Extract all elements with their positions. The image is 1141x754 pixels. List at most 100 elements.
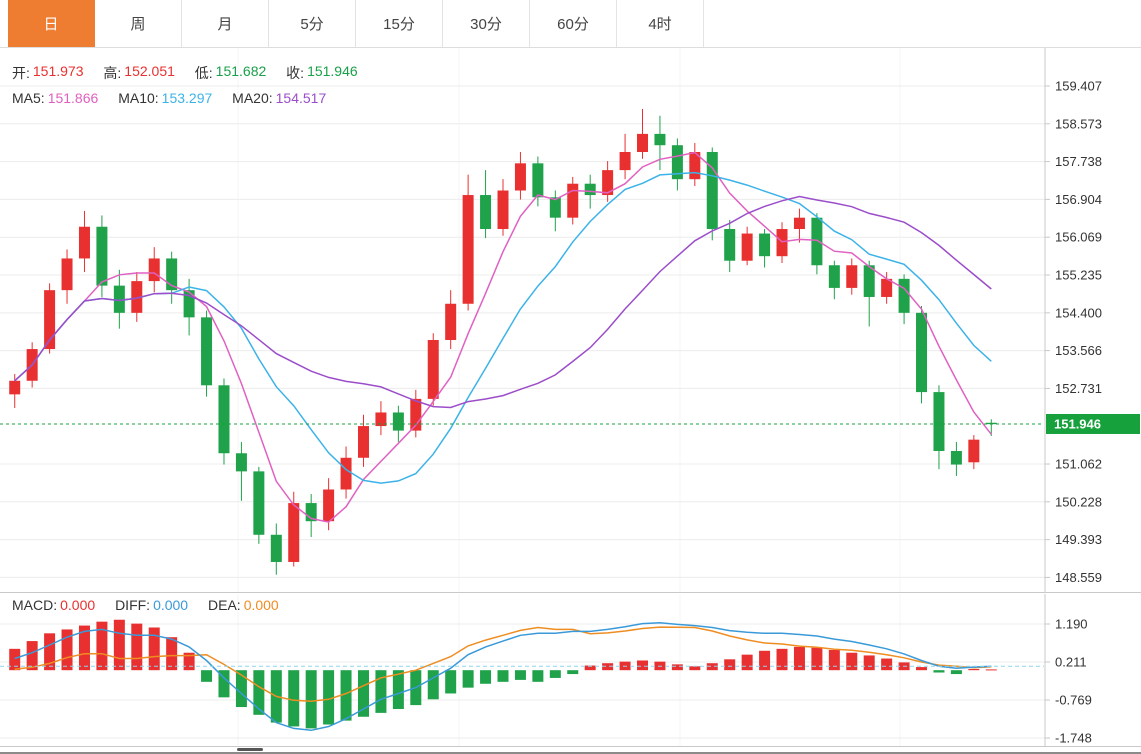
macd-hist-bar	[218, 670, 230, 698]
candle-body	[881, 278, 893, 297]
low-readout: 低: 151.682	[195, 63, 267, 83]
candle-body	[793, 217, 805, 230]
candle-body	[323, 489, 335, 522]
timeframe-tab-3[interactable]: 月	[182, 0, 269, 47]
macd-hist-bar	[131, 623, 143, 671]
candle-body	[253, 471, 265, 535]
candle-body	[375, 412, 387, 427]
macd-value: 0.000	[60, 597, 96, 613]
candle-body	[741, 233, 753, 261]
price-chart-area[interactable]: 159.407 158.573 157.738 156.904 156.069 155.2…	[0, 48, 1141, 592]
candle-body	[950, 450, 962, 465]
macd-hist-bar	[793, 646, 805, 671]
macd-hist-bar	[96, 621, 108, 671]
macd-hist-bar	[113, 619, 125, 671]
price-tick-label: 148.559	[1055, 570, 1102, 585]
macd-readout: MACD: 0.000 DIFF: 0.000 DEA: 0.000	[12, 597, 295, 613]
candle-body	[514, 163, 526, 191]
macd-hist-bar	[480, 670, 492, 684]
candle-body	[131, 281, 143, 313]
candle-body	[567, 183, 579, 218]
diff-line	[14, 622, 992, 732]
timeframe-tab-4[interactable]: 5分	[269, 0, 356, 47]
price-tick-label: 159.407	[1055, 79, 1102, 94]
macd-hist-bar	[445, 670, 457, 694]
candle-body	[985, 422, 997, 425]
macd-hist-bar	[689, 666, 701, 671]
price-tick-label: 156.904	[1055, 192, 1102, 207]
ohlc-readout: 开: 151.973 高: 152.051 低: 151.682 收: 151.…	[12, 63, 374, 83]
candle-body	[602, 170, 614, 196]
candle-body	[480, 195, 492, 230]
candle-body	[689, 152, 701, 180]
candle-body	[305, 503, 317, 522]
candle-body	[933, 392, 945, 451]
macd-hist-bar	[916, 667, 928, 671]
macd-hist-bar	[148, 627, 160, 671]
candle-body	[968, 439, 980, 463]
candle-body	[863, 265, 875, 297]
close-label: 收:	[286, 65, 305, 81]
macd-chart-area[interactable]: 1.190 0.211 -0.769 -1.748 MACD: 0.000 DIFF:…	[0, 594, 1141, 746]
candle-body	[235, 453, 247, 472]
macd-tick-label: -1.748	[1055, 731, 1092, 746]
macd-hist-bar	[811, 647, 823, 671]
price-chart[interactable]: 159.407 158.573 157.738 156.904 156.069 155.2…	[0, 48, 1141, 592]
macd-hist-bar	[462, 670, 474, 688]
timeframe-tab-8[interactable]: 4时	[617, 0, 704, 47]
candle-body	[9, 380, 21, 395]
macd-hist-bar	[288, 670, 300, 727]
price-grid	[0, 48, 1045, 592]
horizontal-scrollbar[interactable]	[0, 746, 1141, 754]
macd-hist-bar	[637, 660, 649, 671]
candle-body	[584, 183, 596, 196]
dea-value: 0.000	[243, 597, 279, 613]
dea-line	[14, 626, 992, 702]
price-tick-label: 157.738	[1055, 154, 1102, 169]
macd-hist-bar	[375, 670, 387, 713]
candle-body	[61, 258, 73, 291]
ma5-value: 151.866	[47, 90, 99, 106]
macd-hist-bar	[201, 670, 213, 682]
macd-hist-bar	[881, 658, 893, 671]
candle-body	[532, 163, 544, 198]
macd-layer	[0, 619, 1044, 732]
price-axis: 159.407 158.573 157.738 156.904 156.069 155.2…	[1044, 48, 1140, 592]
ma-readout: MA5: 151.866 MA10: 153.297 MA20: 154.517	[12, 90, 342, 106]
macd-hist-bar	[828, 650, 840, 671]
ma10-value: 153.297	[161, 90, 213, 106]
ma10-readout: MA10: 153.297	[118, 90, 212, 106]
candle-body	[410, 398, 422, 431]
diff-value: 0.000	[153, 597, 189, 613]
price-tick-label: 151.062	[1055, 457, 1102, 472]
macd-hist-bar	[741, 654, 753, 671]
timeframe-tab-7[interactable]: 60分	[530, 0, 617, 47]
macd-hist-bar	[183, 652, 195, 671]
timeframe-tab-2[interactable]: 周	[95, 0, 182, 47]
scrollbar-thumb[interactable]	[237, 748, 263, 751]
low-label: 低:	[194, 65, 213, 81]
ma20-value: 154.517	[275, 90, 327, 106]
timeframe-tab-5[interactable]: 15分	[356, 0, 443, 47]
macd-hist-bar	[671, 664, 683, 671]
macd-hist-bar	[846, 652, 858, 671]
price-tick-label: 158.573	[1055, 116, 1102, 131]
ma5-label: MA5:	[12, 90, 45, 106]
macd-chart[interactable]: 1.190 0.211 -0.769 -1.748	[0, 594, 1141, 746]
candle-body	[113, 285, 125, 313]
macd-hist-bar	[933, 670, 945, 673]
macd-tick-label: 1.190	[1055, 617, 1088, 632]
macd-hist-bar	[78, 625, 90, 671]
macd-hist-bar	[968, 669, 980, 671]
macd-hist-bar	[392, 670, 404, 709]
timeframe-tab-6[interactable]: 30分	[443, 0, 530, 47]
candle-body	[898, 278, 910, 313]
timeframe-tab-1[interactable]: 日	[8, 0, 95, 47]
macd-hist-bar	[584, 665, 596, 671]
diff-label: DIFF:	[115, 597, 151, 613]
price-tick-label: 154.400	[1055, 305, 1102, 320]
macd-hist-bar	[724, 659, 736, 671]
candle-body	[44, 290, 56, 350]
macd-hist-bar	[357, 670, 369, 717]
